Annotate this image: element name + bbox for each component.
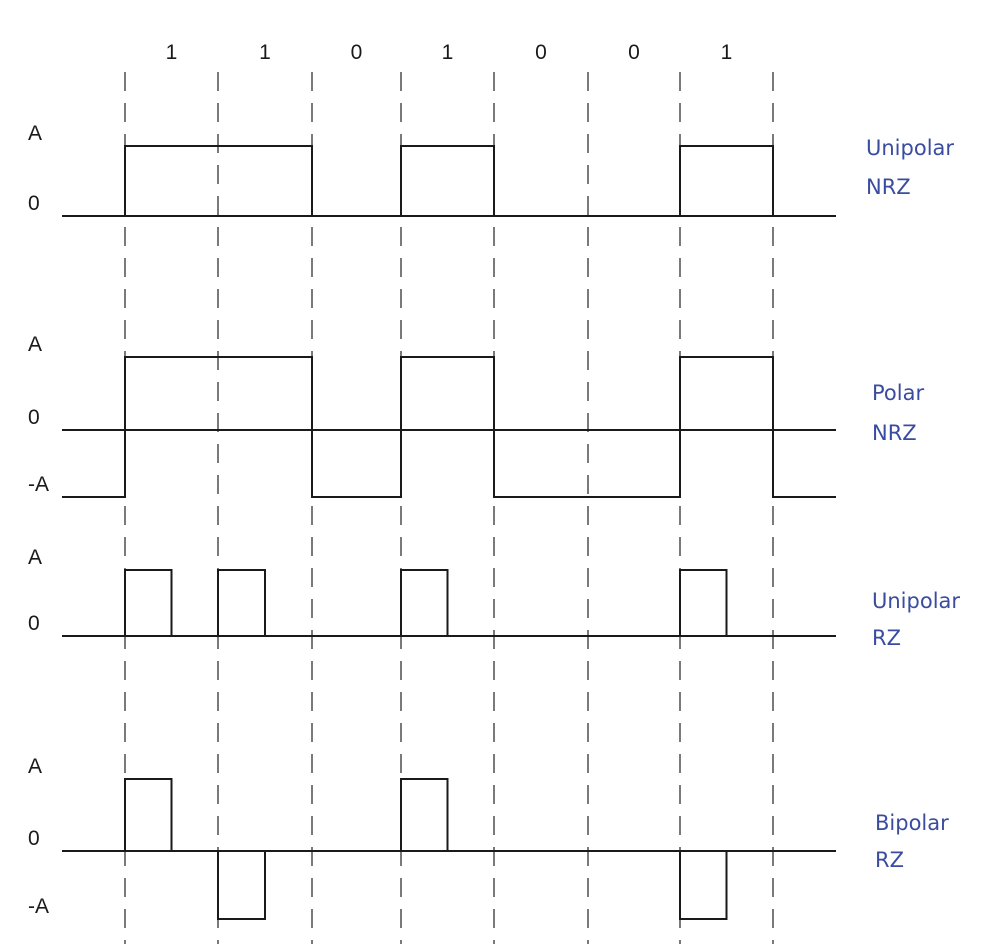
bit-label: 1: [442, 41, 454, 64]
scheme-label: RZ: [872, 626, 901, 650]
polar-nrz-signal: [62, 356, 836, 498]
bit-sequence: 1 1 0 1 0 0 1: [166, 41, 733, 64]
scheme-label: Unipolar: [866, 136, 954, 160]
scheme-label: Polar: [872, 381, 924, 405]
level-label: A: [28, 755, 42, 778]
level-label: 0: [28, 612, 40, 635]
bit-label: 1: [166, 41, 178, 64]
scheme-label: Bipolar: [875, 811, 949, 835]
level-label: A: [28, 333, 42, 356]
level-label: 0: [28, 406, 40, 429]
bit-label: 1: [721, 41, 733, 64]
bit-label: 0: [351, 41, 363, 64]
unipolar-nrz-waveform: A 0 Unipolar NRZ: [28, 122, 954, 217]
level-label: 0: [28, 192, 40, 215]
bit-label: 0: [628, 41, 640, 64]
scheme-label: NRZ: [866, 175, 911, 199]
waveforms: A 0 Unipolar NRZ A 0 -A Polar NRZ A 0 Unipolar RZ A 0 -…: [28, 122, 960, 920]
bipolar-rz-waveform: A 0 -A Bipolar RZ: [28, 755, 949, 920]
level-label: 0: [28, 827, 40, 850]
bit-label: 1: [259, 41, 271, 64]
scheme-label: NRZ: [872, 421, 917, 445]
level-label: A: [28, 122, 42, 145]
level-label: -A: [28, 473, 49, 496]
unipolar-nrz-signal: [62, 145, 836, 217]
unipolar-rz-waveform: A 0 Unipolar RZ: [28, 546, 960, 650]
level-label: A: [28, 546, 42, 569]
polar-nrz-waveform: A 0 -A Polar NRZ: [28, 333, 924, 498]
bit-label: 0: [535, 41, 547, 64]
level-label: -A: [28, 895, 49, 918]
unipolar-rz-signal: [124, 569, 728, 636]
bit-period-dividers: [124, 72, 774, 944]
scheme-label: RZ: [875, 848, 904, 872]
scheme-label: Unipolar: [872, 589, 960, 613]
bipolar-rz-signal: [124, 778, 728, 920]
